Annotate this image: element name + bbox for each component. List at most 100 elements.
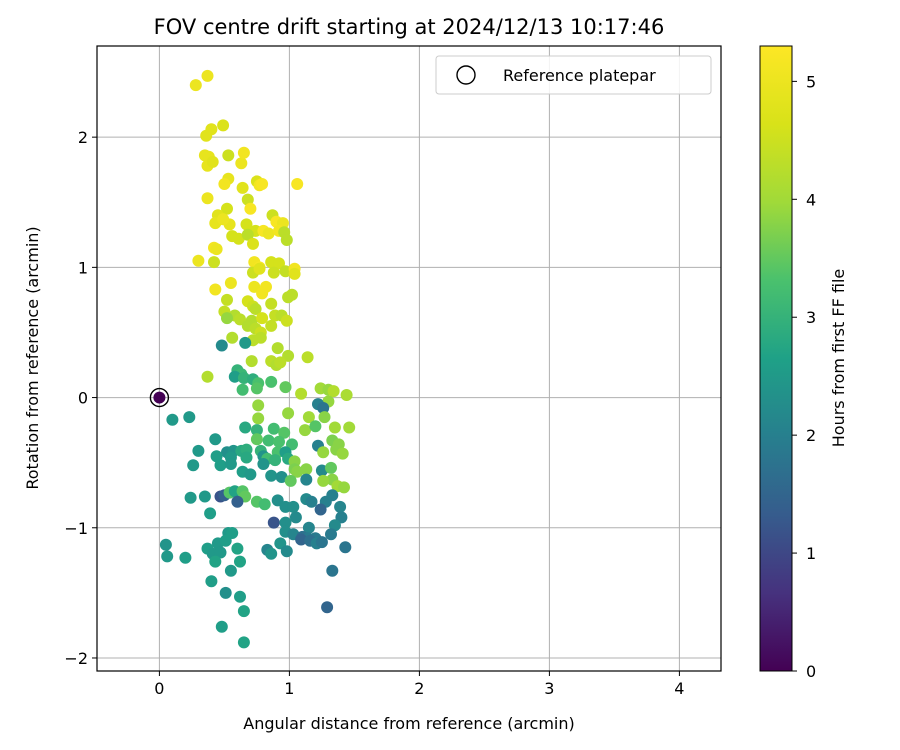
legend-label: Reference platepar	[503, 66, 656, 85]
scatter-point	[209, 555, 222, 568]
scatter-point	[258, 498, 271, 511]
scatter-point	[265, 297, 278, 310]
scatter-point	[256, 312, 269, 325]
scatter-point	[328, 421, 341, 434]
colorbar-gradient	[759, 45, 793, 672]
scatter-point	[247, 237, 259, 250]
scatter-point	[205, 575, 218, 588]
colorbar-tick-label: 0	[806, 662, 816, 681]
scatter-point	[321, 601, 334, 614]
x-tick-label: 4	[674, 679, 684, 698]
scatter-point	[286, 288, 298, 301]
scatter-point	[318, 411, 331, 424]
plot-frame	[96, 45, 722, 672]
scatter-point	[240, 451, 253, 464]
scatter-point	[280, 234, 293, 246]
scatter-point	[215, 339, 228, 352]
scatter-point	[265, 375, 278, 388]
scatter-point	[326, 564, 339, 577]
scatter-point	[201, 370, 214, 383]
scatter-point	[244, 202, 257, 215]
scatter-point	[184, 491, 197, 504]
scatter-point	[260, 280, 272, 293]
x-axis-ticks: 0 1 2 3 4	[154, 671, 684, 698]
scatter-point	[295, 533, 308, 546]
scatter-point	[241, 228, 254, 241]
scatter-point	[325, 461, 337, 474]
colorbar-tick-label: 4	[806, 190, 816, 209]
scatter-point	[271, 342, 284, 355]
scatter-point	[244, 468, 257, 481]
scatter-point	[317, 474, 330, 487]
reference-marker	[149, 387, 170, 408]
scatter-point	[291, 465, 304, 478]
y-tick-label: 2	[78, 128, 88, 147]
scatter-point	[302, 521, 315, 534]
scatter-point	[219, 586, 232, 599]
scatter-point	[237, 636, 250, 649]
scatter-point	[204, 507, 217, 520]
scatter-point	[340, 389, 353, 401]
x-tick-label: 3	[544, 679, 554, 698]
scatter-point	[274, 356, 287, 369]
scatter-point	[240, 218, 253, 231]
x-tick-label: 0	[154, 679, 164, 698]
scatter-point	[327, 385, 340, 398]
scatter-point	[237, 605, 250, 618]
scatter-point	[288, 267, 301, 280]
scatter-point	[210, 450, 223, 463]
scatter-point	[250, 382, 263, 395]
legend-marker	[456, 65, 476, 85]
scatter-point	[343, 421, 356, 434]
scatter-point	[278, 426, 291, 439]
scatter-point	[328, 519, 341, 532]
scatter-point	[289, 511, 302, 524]
chart-title: FOV centre drift starting at 2024/12/13 …	[154, 15, 665, 39]
y-tick-label: −1	[64, 519, 88, 538]
scatter-point	[218, 178, 231, 190]
scatter-point	[201, 192, 214, 205]
scatter-point	[280, 545, 293, 558]
scatter-point	[300, 463, 313, 476]
y-tick-label: −2	[64, 649, 88, 668]
scatter-point	[253, 262, 266, 275]
x-tick-label: 1	[284, 679, 294, 698]
y-axis-label: Rotation from reference (arcmin)	[23, 226, 42, 489]
scatter-point	[286, 438, 298, 451]
grid	[97, 46, 721, 671]
scatter-point	[166, 413, 179, 426]
scatter-point	[224, 277, 237, 289]
colorbar-tick-label: 5	[806, 72, 816, 91]
scatter-point	[221, 202, 233, 215]
scatter-point	[334, 500, 347, 513]
scatter-point	[161, 550, 174, 563]
scatter-point	[236, 383, 249, 396]
scatter-point	[198, 490, 211, 503]
scatter-point	[302, 411, 315, 424]
scatter-point	[235, 157, 248, 170]
scatter-point	[231, 495, 244, 508]
scatter-point	[237, 146, 250, 159]
scatter-point	[315, 536, 328, 549]
scatter-point	[236, 181, 249, 194]
scatter-point	[273, 435, 285, 448]
scatter-point	[221, 312, 233, 325]
scatter-point	[257, 458, 270, 470]
scatter-point	[256, 178, 269, 190]
scatter-point	[326, 489, 339, 502]
scatter-point	[317, 402, 330, 414]
scatter-point	[252, 399, 265, 412]
y-tick-label: 1	[78, 258, 88, 277]
scatter-point	[228, 370, 241, 383]
scatter-point	[314, 503, 327, 516]
scatter-point	[217, 213, 230, 226]
scatter-point	[249, 303, 262, 315]
scatter-point	[214, 546, 227, 559]
scatter-point	[232, 232, 245, 245]
scatter-point	[338, 481, 350, 494]
scatter-point	[215, 620, 228, 633]
scatter-point	[315, 464, 328, 477]
scatter-point	[267, 266, 280, 279]
scatter-point	[241, 193, 254, 206]
